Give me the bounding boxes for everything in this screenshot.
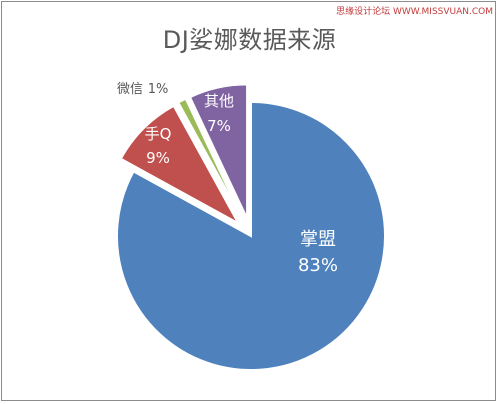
pie-slice-3 bbox=[188, 83, 249, 219]
pie-slice-1 bbox=[119, 104, 241, 226]
slice-name-label-1: 手Q bbox=[145, 125, 172, 143]
pie-slice-2 bbox=[176, 97, 244, 221]
watermark-text: 思缘设计论坛 WWW.MISSVUAN.COM bbox=[336, 7, 493, 17]
slice-value-label-1: 9% bbox=[146, 149, 170, 167]
slice-value-label-2: 1% bbox=[148, 82, 169, 97]
slice-name-label-2: 微信 bbox=[117, 82, 143, 97]
slice-value-label-0: 83% bbox=[298, 255, 338, 276]
pie-slice-0 bbox=[116, 100, 386, 371]
slice-name-label-0: 掌盟 bbox=[300, 229, 336, 250]
chart-title: DJ娑娜数据来源 bbox=[162, 26, 337, 54]
slice-name-label-3: 其他 bbox=[204, 92, 234, 110]
slice-value-label-3: 7% bbox=[207, 117, 231, 135]
